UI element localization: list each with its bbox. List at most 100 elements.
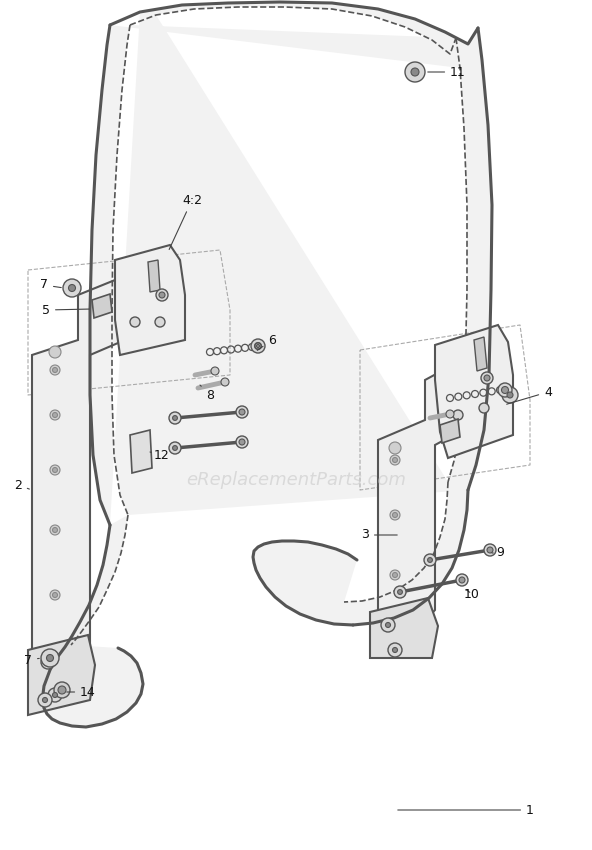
- Polygon shape: [92, 294, 112, 318]
- Text: 6: 6: [258, 333, 276, 350]
- Circle shape: [239, 409, 245, 415]
- Text: 8: 8: [200, 385, 214, 401]
- Circle shape: [69, 285, 76, 292]
- Circle shape: [251, 339, 265, 353]
- Circle shape: [50, 590, 60, 600]
- Circle shape: [236, 436, 248, 448]
- Circle shape: [498, 383, 512, 397]
- Text: 2: 2: [14, 479, 30, 491]
- Text: eReplacementParts.com: eReplacementParts.com: [186, 471, 406, 489]
- Circle shape: [255, 343, 262, 349]
- Circle shape: [53, 468, 57, 473]
- Circle shape: [456, 574, 468, 586]
- Circle shape: [53, 367, 57, 372]
- Circle shape: [411, 68, 419, 76]
- Polygon shape: [43, 515, 143, 727]
- Circle shape: [169, 412, 181, 424]
- Circle shape: [484, 544, 496, 556]
- Text: 4: 4: [507, 386, 552, 405]
- Polygon shape: [148, 260, 160, 292]
- Circle shape: [173, 416, 178, 421]
- Circle shape: [47, 654, 53, 661]
- Text: 4:2: 4:2: [169, 194, 202, 250]
- Circle shape: [390, 455, 400, 465]
- Circle shape: [392, 513, 397, 518]
- Circle shape: [48, 688, 62, 702]
- Circle shape: [427, 558, 432, 563]
- Circle shape: [484, 375, 490, 381]
- Circle shape: [256, 344, 259, 348]
- Text: 12: 12: [150, 449, 170, 462]
- Circle shape: [63, 279, 81, 297]
- Circle shape: [169, 442, 181, 454]
- Circle shape: [398, 590, 403, 594]
- Text: 5: 5: [42, 303, 89, 316]
- Circle shape: [390, 510, 400, 520]
- Text: 1: 1: [398, 803, 534, 817]
- Circle shape: [392, 457, 397, 462]
- Circle shape: [507, 392, 513, 398]
- Circle shape: [453, 410, 463, 420]
- Circle shape: [502, 387, 518, 403]
- Text: 3: 3: [361, 529, 397, 541]
- Circle shape: [155, 317, 165, 327]
- Circle shape: [53, 412, 57, 417]
- Circle shape: [53, 592, 57, 598]
- Polygon shape: [440, 419, 460, 443]
- Polygon shape: [435, 325, 513, 458]
- Text: 11: 11: [428, 65, 466, 78]
- Circle shape: [236, 406, 248, 418]
- Circle shape: [479, 403, 489, 413]
- Circle shape: [50, 525, 60, 535]
- Circle shape: [159, 292, 165, 298]
- Polygon shape: [253, 482, 468, 625]
- Circle shape: [156, 289, 168, 301]
- Circle shape: [390, 570, 400, 580]
- Text: 7: 7: [40, 279, 61, 292]
- Circle shape: [385, 622, 391, 627]
- Circle shape: [446, 410, 454, 418]
- Circle shape: [487, 547, 493, 553]
- Circle shape: [50, 410, 60, 420]
- Circle shape: [50, 465, 60, 475]
- Circle shape: [394, 586, 406, 598]
- Circle shape: [481, 372, 493, 384]
- Circle shape: [392, 573, 397, 577]
- Circle shape: [392, 648, 397, 653]
- Circle shape: [389, 442, 401, 454]
- Polygon shape: [474, 337, 487, 371]
- Circle shape: [41, 655, 55, 669]
- Circle shape: [58, 686, 66, 694]
- Circle shape: [388, 643, 402, 657]
- Circle shape: [53, 528, 57, 532]
- Polygon shape: [28, 635, 95, 715]
- Circle shape: [459, 577, 465, 583]
- Circle shape: [501, 387, 509, 394]
- Circle shape: [381, 618, 395, 632]
- Circle shape: [211, 367, 219, 375]
- Circle shape: [405, 62, 425, 82]
- Circle shape: [54, 682, 70, 698]
- Circle shape: [53, 693, 57, 698]
- Circle shape: [424, 554, 436, 566]
- Polygon shape: [90, 2, 492, 525]
- Text: 14: 14: [67, 685, 96, 699]
- Text: 7: 7: [24, 654, 39, 666]
- Polygon shape: [32, 280, 125, 668]
- Circle shape: [221, 378, 229, 386]
- Circle shape: [43, 698, 47, 702]
- Circle shape: [38, 693, 52, 707]
- Text: 10: 10: [464, 587, 480, 600]
- Circle shape: [50, 365, 60, 375]
- Polygon shape: [370, 598, 438, 658]
- Polygon shape: [378, 360, 472, 632]
- Polygon shape: [115, 245, 185, 355]
- Circle shape: [49, 346, 61, 358]
- Circle shape: [41, 649, 59, 667]
- Circle shape: [46, 660, 50, 665]
- Circle shape: [173, 445, 178, 451]
- Circle shape: [239, 439, 245, 445]
- Circle shape: [130, 317, 140, 327]
- Circle shape: [255, 343, 261, 349]
- Polygon shape: [130, 430, 152, 473]
